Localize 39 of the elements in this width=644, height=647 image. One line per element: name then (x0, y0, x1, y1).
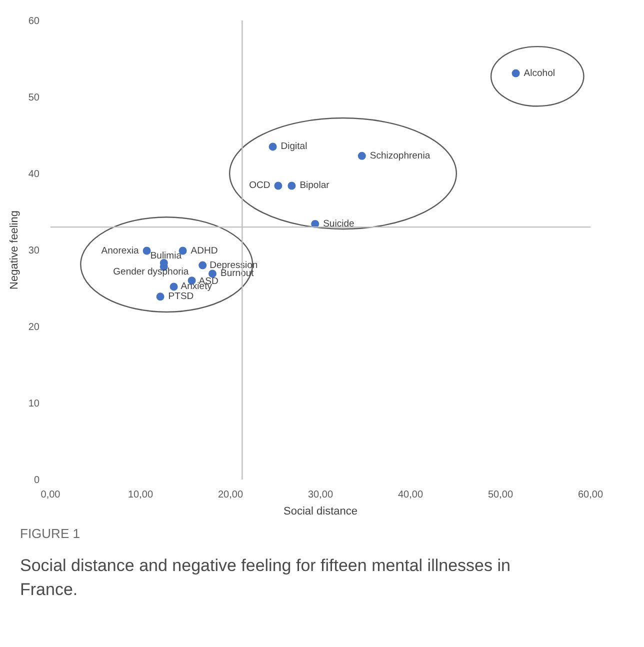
point (311, 220, 320, 228)
y-tick-label: 50 (28, 92, 40, 104)
y-tick-label: 0 (34, 475, 40, 486)
annotation: PTSD (168, 291, 194, 302)
x-tick-label: 50,00 (488, 490, 514, 500)
y-axis-title: Negative feeling (8, 210, 20, 290)
annotation: Gender dysphoria (113, 266, 190, 278)
annotation: Schizophrenia (370, 150, 431, 162)
point (512, 69, 520, 78)
x-tick-label: 30,00 (308, 490, 334, 500)
point (170, 282, 178, 291)
annotation: Alcohol (524, 68, 555, 79)
x-tick-label: 40,00 (398, 490, 424, 500)
y-tick-label: 60 (28, 16, 40, 27)
annotation: Anorexia (101, 245, 140, 256)
annotation: OCD (249, 180, 270, 192)
annotation: ADHD (190, 245, 218, 256)
text: Social distance and negative feeling for fifteen mental illnesses in France. (20, 554, 512, 601)
point (288, 182, 296, 190)
x-tick-label: 10,00 (128, 490, 154, 500)
point (156, 292, 164, 301)
x-tick-label: 0,00 (40, 490, 61, 500)
point (358, 152, 366, 160)
point (268, 142, 277, 151)
annotation: Digital (280, 141, 308, 152)
annotation: Bipolar (300, 180, 330, 192)
point (198, 261, 207, 270)
y-tick-label: 10 (28, 398, 40, 410)
annotation: Suicide (323, 218, 354, 230)
annotation: Bulimia (150, 250, 182, 262)
caption: FIGURE 1 (20, 525, 80, 543)
x-axis-title: Social distance (284, 506, 358, 518)
point (142, 246, 151, 255)
y-tick-label: 20 (28, 322, 40, 333)
y-tick-label: 30 (28, 246, 40, 256)
x-tick-label: 20,00 (218, 490, 244, 500)
point (274, 182, 282, 190)
x-tick-label: 60,00 (578, 490, 604, 500)
y-tick-label: 40 (28, 169, 40, 180)
